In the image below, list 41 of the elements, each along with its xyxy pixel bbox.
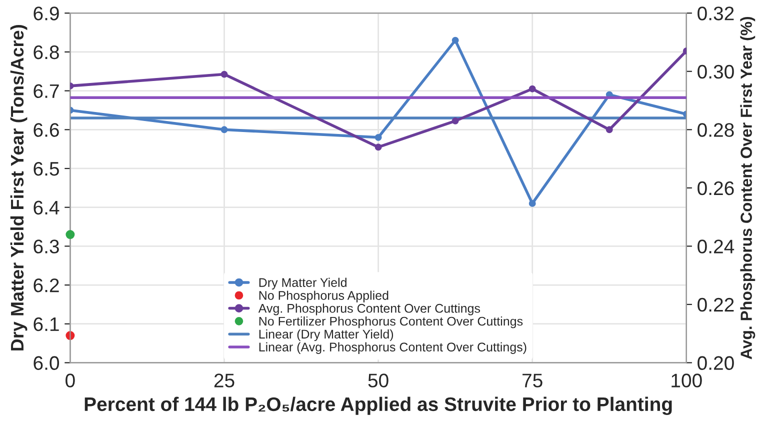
point <box>374 134 382 141</box>
legend-label: Linear (Dry Matter Yield) <box>259 329 394 342</box>
point <box>66 230 75 240</box>
point <box>528 200 536 207</box>
point <box>452 36 459 44</box>
point <box>374 144 382 151</box>
point <box>220 126 228 134</box>
point <box>220 70 228 78</box>
y-tick-label: 6.6 <box>34 123 59 137</box>
x-tick-label: 0 <box>66 374 75 388</box>
y-tick-label: 6.5 <box>34 162 59 176</box>
x-axis-title: Percent of 144 lb P₂O₅/acre Applied as Struvite Prior to Planting <box>84 396 672 416</box>
y-tick-label: 6.9 <box>34 6 59 20</box>
y-tick-label: 6.8 <box>34 45 59 60</box>
legend-label: Dry Matter Yield <box>259 278 346 290</box>
y-axis-title: Dry Matter Yield First Year (Tons/Acre) <box>10 25 28 350</box>
point <box>452 117 459 124</box>
y-tick-label: 6.7 <box>34 84 59 98</box>
y2-tick-label: 0.24 <box>698 240 734 254</box>
y2-axis-title: Avg. Phosphorus Content Over First Year (%) <box>740 16 756 360</box>
x-tick-label: 100 <box>672 374 702 388</box>
y2-tick-label: 0.32 <box>698 6 734 20</box>
y2-tick-label: 0.22 <box>698 298 734 312</box>
y2-tick-label: 0.30 <box>698 64 734 79</box>
point <box>606 126 613 134</box>
x-tick-label: 25 <box>214 374 234 388</box>
y2-tick-label: 0.26 <box>698 181 734 196</box>
legend-label: Avg. Phosphorus Content Over Cuttings <box>258 304 480 316</box>
legend-label: No Phosphorus Applied <box>259 290 388 302</box>
x-tick-label: 75 <box>522 374 542 388</box>
legend-label: Linear (Avg. Phosphorus Content Over Cuttings) <box>259 342 526 354</box>
y-tick-label: 6.2 <box>34 278 59 292</box>
y2-tick-label: 0.28 <box>698 123 734 137</box>
legend-label: No Fertilizer Phosphorus Content Over Cuttings <box>259 316 523 328</box>
y2-tick-label: 0.20 <box>698 356 734 370</box>
y-tick-label: 6.3 <box>34 240 59 254</box>
point <box>528 85 536 92</box>
y-tick-label: 6.1 <box>34 317 59 332</box>
x-tick-label: 50 <box>368 374 388 388</box>
y-tick-label: 6.0 <box>34 356 60 370</box>
y-tick-label: 6.4 <box>34 200 60 215</box>
